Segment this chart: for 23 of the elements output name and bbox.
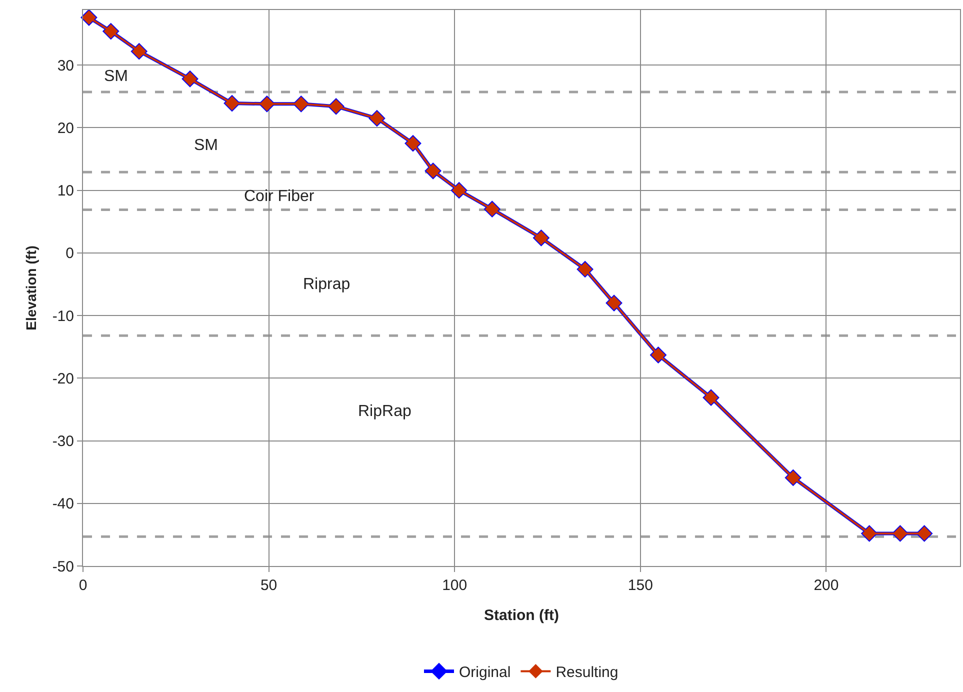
x-tick-label: 150 [628, 577, 653, 594]
y-tick-label: -30 [52, 433, 74, 450]
x-tick-label: 50 [260, 577, 278, 594]
legend-label: Resulting [556, 664, 618, 682]
y-tick-label: -50 [52, 558, 74, 576]
x-tick-label: 0 [78, 577, 88, 594]
y-tick-label: 10 [57, 182, 74, 200]
y-tick-label: 20 [57, 120, 74, 137]
annotation: Riprap [303, 276, 350, 293]
x-tick-label: 200 [814, 577, 839, 594]
annotation: SM [104, 68, 128, 85]
annotation: RipRap [358, 403, 412, 420]
annotation: Coir Fiber [244, 188, 315, 205]
x-axis-title: Station (ft) [484, 607, 559, 624]
y-tick-label: -40 [52, 496, 74, 513]
y-tick-label: 0 [66, 245, 74, 262]
legend-label: Original [459, 664, 511, 682]
y-tick-label: 30 [57, 57, 74, 74]
annotation: SM [194, 137, 218, 154]
y-axis-title: Elevation (ft) [22, 246, 39, 330]
y-tick-label: -20 [52, 370, 74, 388]
x-tick-label: 100 [442, 577, 468, 594]
y-tick-label: -10 [52, 308, 74, 325]
